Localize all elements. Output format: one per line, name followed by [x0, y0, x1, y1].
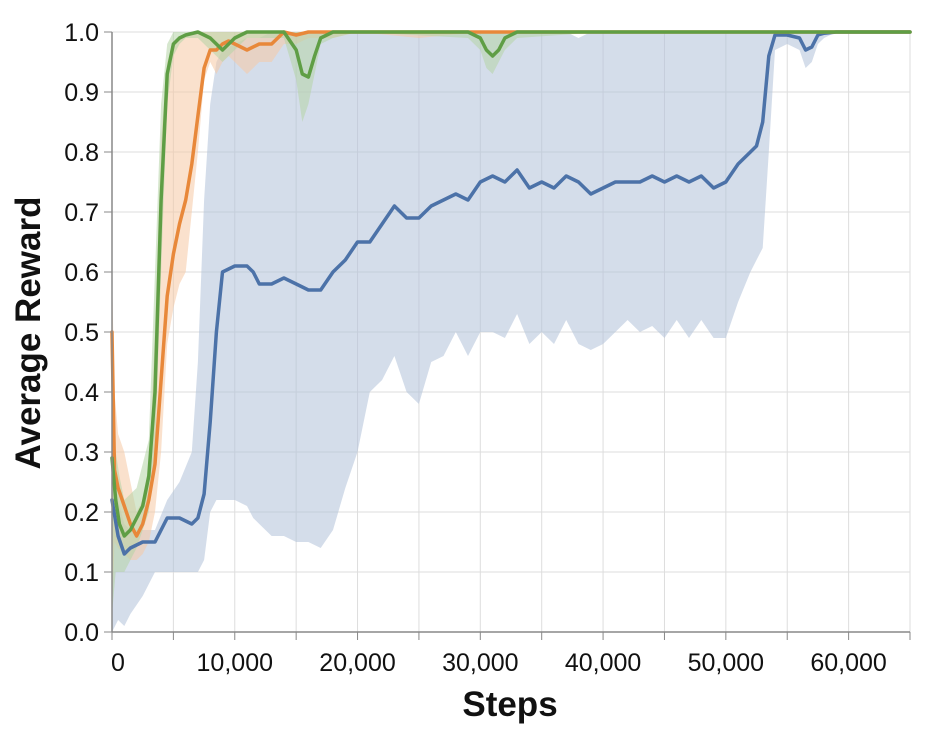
x-tick-label: 20,000	[319, 649, 395, 677]
x-tick-label: 10,000	[197, 649, 273, 677]
confidence-band-1	[112, 32, 910, 620]
x-tick-label: 30,000	[442, 649, 518, 677]
tick-labels: 0 10,000 20,000 30,000 40,000 50,000 60,000 0.0…	[64, 19, 887, 677]
series-lines	[110, 30, 912, 556]
y-tick-label: 0.0	[64, 619, 99, 647]
y-tick-label: 0.4	[64, 379, 99, 407]
x-axis-title: Steps	[462, 685, 557, 724]
y-tick-label: 0.5	[64, 319, 99, 347]
confidence-bands	[112, 32, 910, 632]
y-tick-label: 0.1	[64, 559, 99, 587]
x-tick-label: 0	[111, 649, 125, 677]
axes	[104, 31, 911, 640]
x-tick-label: 60,000	[810, 649, 886, 677]
y-tick-label: 0.8	[64, 139, 99, 167]
y-tick-label: 0.7	[64, 199, 99, 227]
y-axis-title: Average Reward	[9, 197, 48, 470]
y-tick-label: 1.0	[64, 19, 99, 47]
y-tick-label: 0.6	[64, 259, 99, 287]
y-tick-label: 0.3	[64, 439, 99, 467]
confidence-band-0	[112, 32, 910, 632]
x-tick-label: 50,000	[688, 649, 764, 677]
series-line-2	[110, 30, 912, 538]
series-line-0	[110, 30, 912, 556]
y-tick-label: 0.9	[64, 79, 99, 107]
x-tick-label: 40,000	[565, 649, 641, 677]
y-tick-label: 0.2	[64, 499, 99, 527]
